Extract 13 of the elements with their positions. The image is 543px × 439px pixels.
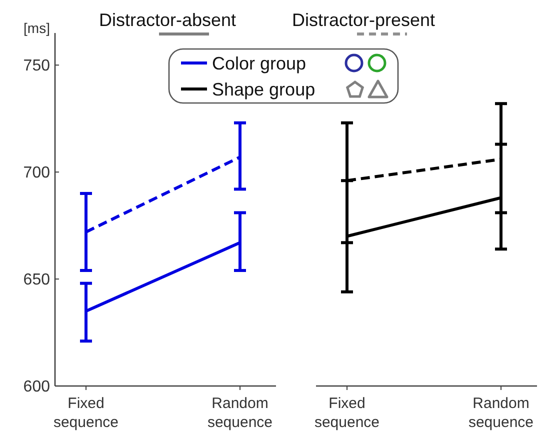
- x-tick-label: Fixed sequence: [314, 395, 380, 431]
- y-axis-title: [ms]: [24, 20, 50, 36]
- annotation: Color group: [212, 53, 306, 74]
- x-tick-label: Fixed sequence: [53, 395, 119, 431]
- annotation: Shape group: [212, 79, 316, 100]
- x-tick-label: Random sequence: [207, 395, 273, 431]
- y-tick-label: 700: [23, 164, 50, 182]
- text: Distractor-absent: [99, 10, 236, 30]
- y-tick-label: 650: [23, 272, 50, 289]
- x-tick-label: Random sequence: [468, 395, 534, 431]
- y-tick-label: 600: [23, 378, 50, 396]
- y-tick-label: 750: [23, 58, 50, 75]
- text: Distractor-present: [292, 10, 436, 30]
